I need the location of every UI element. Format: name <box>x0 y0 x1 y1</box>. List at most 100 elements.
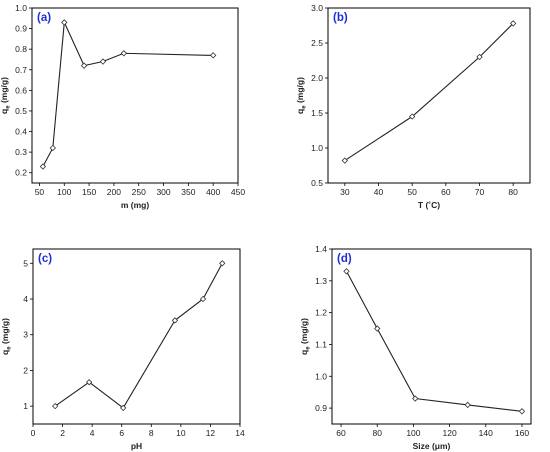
y-tick-label-a: 0.6 <box>15 85 27 95</box>
x-tick-label-c: 0 <box>31 428 36 438</box>
y-axis-label-sub: e <box>7 346 13 350</box>
panel-label-d: (d) <box>337 253 352 265</box>
data-point-c-4 <box>199 295 207 303</box>
x-tick-label-b: 70 <box>475 187 485 197</box>
data-point-b-2 <box>476 53 483 61</box>
data-point-d-1 <box>374 325 381 332</box>
series-line-c <box>54 263 223 409</box>
data-point-c-2 <box>120 404 127 412</box>
panel-label-a: (a) <box>37 12 51 24</box>
plot-frame-b <box>327 7 531 184</box>
panel-a: (a) 50 100 150 200 250 300 350 400 450 0.2 0.3 0.4 0.… <box>0 3 245 210</box>
y-axis-label-main: q <box>0 350 10 355</box>
x-tick-label-b: 30 <box>340 187 350 197</box>
x-tick-label-b: 50 <box>407 187 417 197</box>
x-tick-label-a: 400 <box>206 187 220 197</box>
panel-d: (d) 60 80 100 120 140 160 0.9 1.0 1.1 1.2 1.3 1.4 Siz… <box>299 244 532 451</box>
y-tick-label-b: 0.5 <box>311 178 323 188</box>
y-tick-label-b: 1.0 <box>311 143 323 153</box>
panel-label-c: (c) <box>38 253 52 265</box>
x-axis-label-c: pH <box>131 441 142 451</box>
data-point-c-0 <box>52 402 59 410</box>
data-point-a-6 <box>210 52 217 59</box>
x-tick-label-b: 60 <box>441 187 451 197</box>
y-tick-label-d: 1.2 <box>315 308 327 318</box>
x-tick-label-a: 450 <box>231 187 245 197</box>
data-point-d-0 <box>343 268 350 275</box>
y-tick-label-a: 0.4 <box>15 127 27 137</box>
x-axis-label-d: Size (μm) <box>413 441 451 451</box>
y-tick-label-a: 0.2 <box>15 168 27 178</box>
y-tick-label-c: 5 <box>23 258 28 268</box>
x-tick-label-a: 350 <box>181 187 195 197</box>
y-axis-label-sub: e <box>302 105 308 109</box>
y-tick-label-a: 0.7 <box>15 65 27 75</box>
y-axis-label-d: qe (mg/g) <box>299 318 312 355</box>
data-point-a-1 <box>49 144 57 152</box>
y-tick-label-d: 1.3 <box>315 276 327 286</box>
y-axis-label-main: q <box>0 109 9 114</box>
data-point-a-5 <box>120 50 127 57</box>
data-point-d-3 <box>464 401 471 409</box>
y-tick-label-b: 1.5 <box>311 108 323 118</box>
panel-b: (b) 30 40 50 60 70 80 0.5 1.0 1.5 2.0 2.5 3.0 T (˚C) q… <box>295 3 531 210</box>
x-tick-label-c: 2 <box>60 428 65 438</box>
x-tick-label-c: 14 <box>235 428 245 438</box>
x-tick-label-a: 150 <box>82 187 96 197</box>
y-tick-label-b: 2.5 <box>311 38 323 48</box>
plot-frame-d <box>331 248 532 425</box>
x-axis-label-b: T (˚C) <box>418 200 440 210</box>
x-tick-label-c: 4 <box>90 428 95 438</box>
data-point-b-3 <box>510 20 517 27</box>
y-tick-label-b: 3.0 <box>311 3 323 13</box>
plot-frame-a <box>31 7 239 184</box>
y-tick-label-b: 2.0 <box>311 73 323 83</box>
y-tick-label-d: 1.1 <box>315 339 327 349</box>
data-point-a-3 <box>80 62 88 69</box>
data-point-c-1 <box>86 379 93 386</box>
data-point-a-2 <box>61 19 68 26</box>
x-tick-label-c: 12 <box>206 428 216 438</box>
y-tick-label-d: 1.0 <box>315 371 327 381</box>
y-tick-label-c: 2 <box>23 365 28 375</box>
x-tick-label-b: 40 <box>374 187 384 197</box>
y-axis-label-unit: (mg/g) <box>0 318 10 346</box>
series-line-d <box>346 271 523 412</box>
y-axis-label-main: q <box>299 350 309 355</box>
data-point-a-4 <box>99 58 107 65</box>
y-tick-label-a: 1.0 <box>15 3 27 13</box>
data-point-c-3 <box>171 317 179 324</box>
series-line-a <box>42 20 214 167</box>
x-tick-label-a: 100 <box>57 187 71 197</box>
data-point-a-0 <box>39 163 47 170</box>
x-tick-label-c: 8 <box>149 428 154 438</box>
x-tick-label-b: 80 <box>508 187 518 197</box>
panel-label-b: (b) <box>333 12 348 24</box>
y-axis-label-b: qe (mg/g) <box>295 77 308 114</box>
x-tick-label-c: 6 <box>119 428 124 438</box>
x-tick-label-d: 60 <box>336 428 346 438</box>
data-point-b-0 <box>341 157 348 164</box>
y-tick-label-d: 0.9 <box>315 403 327 413</box>
y-tick-label-c: 3 <box>23 330 28 340</box>
x-tick-label-a: 300 <box>156 187 170 197</box>
y-tick-label-c: 4 <box>23 294 28 304</box>
series-line-b <box>344 23 514 162</box>
y-tick-label-d: 1.4 <box>315 244 327 254</box>
y-tick-label-a: 0.8 <box>15 44 27 54</box>
y-tick-label-c: 1 <box>23 401 28 411</box>
x-tick-label-a: 50 <box>35 187 45 197</box>
data-point-b-1 <box>409 113 416 120</box>
data-point-c-5 <box>219 260 226 267</box>
x-tick-label-c: 10 <box>176 428 186 438</box>
y-axis-label-c: qe (mg/g) <box>0 318 13 355</box>
y-tick-label-a: 0.3 <box>15 147 27 157</box>
x-axis-label-a: m (mg) <box>121 200 150 210</box>
y-axis-label-sub: e <box>306 346 312 350</box>
y-axis-label-unit: (mg/g) <box>295 77 305 105</box>
y-tick-label-a: 0.9 <box>15 24 27 34</box>
y-tick-label-a: 0.5 <box>15 106 27 116</box>
data-point-d-4 <box>518 408 526 415</box>
